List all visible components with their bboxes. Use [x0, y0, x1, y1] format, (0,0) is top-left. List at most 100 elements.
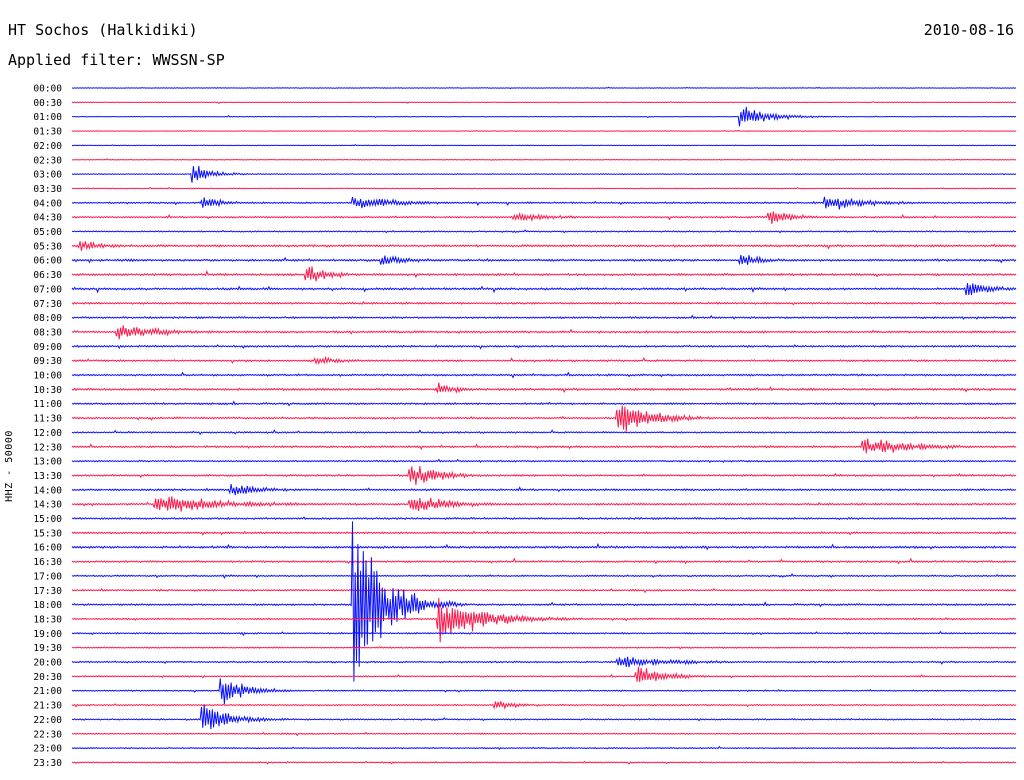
time-label: 19:30 [33, 643, 62, 654]
time-label: 11:30 [33, 414, 62, 425]
seismic-trace [71, 516, 1017, 521]
time-label: 09:00 [33, 342, 62, 353]
seismic-trace [71, 530, 1017, 536]
seismic-trace [71, 371, 1017, 379]
seismic-trace [71, 484, 1017, 496]
seismic-trace [71, 129, 1017, 133]
time-label: 21:00 [33, 686, 62, 697]
seismic-trace [71, 158, 1017, 161]
time-label: 08:30 [33, 327, 62, 338]
time-label: 00:30 [33, 98, 62, 109]
seismic-trace [71, 229, 1017, 234]
seismic-trace [71, 165, 1017, 183]
time-label: 17:30 [33, 586, 62, 597]
time-label: 09:30 [33, 356, 62, 367]
time-label: 05:30 [33, 241, 62, 252]
time-label: 06:00 [33, 256, 62, 267]
time-label: 12:00 [33, 428, 62, 439]
seismic-trace [71, 283, 1017, 296]
time-label: 20:00 [33, 658, 62, 669]
seismic-trace [71, 597, 1017, 643]
seismic-trace [71, 382, 1017, 394]
seismic-trace [71, 86, 1017, 90]
time-label: 16:30 [33, 557, 62, 568]
seismic-trace [71, 630, 1017, 637]
time-label: 10:00 [33, 371, 62, 382]
seismic-trace [71, 704, 1017, 730]
time-label: 06:30 [33, 270, 62, 281]
time-label: 04:00 [33, 198, 62, 209]
time-label: 03:00 [33, 170, 62, 181]
time-label: 13:00 [33, 457, 62, 468]
seismic-trace [71, 731, 1017, 737]
seismic-trace [71, 100, 1017, 104]
filter-label: Applied filter: WWSSN-SP [8, 51, 225, 69]
time-label: 17:00 [33, 571, 62, 582]
seismic-trace [71, 465, 1017, 486]
seismic-trace [71, 355, 1017, 366]
seismic-trace [71, 405, 1017, 432]
seismic-trace [71, 745, 1017, 750]
seismic-trace [71, 521, 1017, 682]
time-label: 00:00 [33, 84, 62, 95]
station-title: HT Sochos (Halkidiki) [8, 21, 198, 39]
time-label: 05:00 [33, 227, 62, 238]
time-label: 22:30 [33, 729, 62, 740]
seismic-trace [71, 666, 1017, 683]
seismic-trace [71, 254, 1017, 266]
time-label: 20:30 [33, 672, 62, 683]
seismic-trace [71, 300, 1017, 306]
seismic-trace [71, 557, 1017, 565]
seismic-trace [71, 186, 1017, 190]
seismic-trace [71, 496, 1017, 512]
time-label: 01:00 [33, 112, 62, 123]
time-label: 18:00 [33, 600, 62, 611]
seismic-trace [71, 458, 1017, 464]
seismic-trace [71, 241, 1017, 251]
time-label: 08:00 [33, 313, 62, 324]
time-label: 02:00 [33, 141, 62, 152]
seismic-trace [71, 587, 1017, 594]
seismic-trace [71, 656, 1017, 668]
time-label: 02:30 [33, 155, 62, 166]
seismic-trace [71, 344, 1017, 350]
seismic-trace [71, 438, 1017, 454]
seismic-trace [71, 325, 1017, 340]
time-label: 07:00 [33, 284, 62, 295]
time-label: 15:00 [33, 514, 62, 525]
seismic-trace [71, 701, 1017, 710]
time-label: 14:00 [33, 485, 62, 496]
seismic-trace [71, 760, 1017, 765]
time-label: 16:00 [33, 543, 62, 554]
time-label: 13:30 [33, 471, 62, 482]
time-label: 18:30 [33, 614, 62, 625]
time-label: 15:30 [33, 528, 62, 539]
time-label: 01:30 [33, 127, 62, 138]
time-label: 07:30 [33, 299, 62, 310]
seismic-trace [71, 573, 1017, 580]
seismic-trace [71, 266, 1017, 282]
seismic-trace [71, 106, 1017, 127]
date-label: 2010-08-16 [923, 21, 1014, 39]
time-label: 21:30 [33, 701, 62, 712]
time-label: 12:30 [33, 442, 62, 453]
seismic-trace [71, 314, 1017, 320]
time-label: 19:00 [33, 629, 62, 640]
time-label: 22:00 [33, 715, 62, 726]
time-label: 03:30 [33, 184, 62, 195]
seismic-trace [71, 143, 1017, 147]
seismic-trace [71, 211, 1017, 224]
seismic-trace [71, 678, 1017, 705]
time-label: 23:30 [33, 758, 62, 769]
time-label: 04:30 [33, 213, 62, 224]
time-label: 10:30 [33, 385, 62, 396]
seismic-trace [71, 646, 1017, 650]
seismic-trace [71, 429, 1017, 436]
seismic-trace [71, 196, 1017, 210]
time-label: 14:30 [33, 500, 62, 511]
seismic-trace [71, 400, 1017, 407]
time-label: 11:00 [33, 399, 62, 410]
seismic-trace [71, 542, 1017, 551]
time-label: 23:00 [33, 744, 62, 755]
